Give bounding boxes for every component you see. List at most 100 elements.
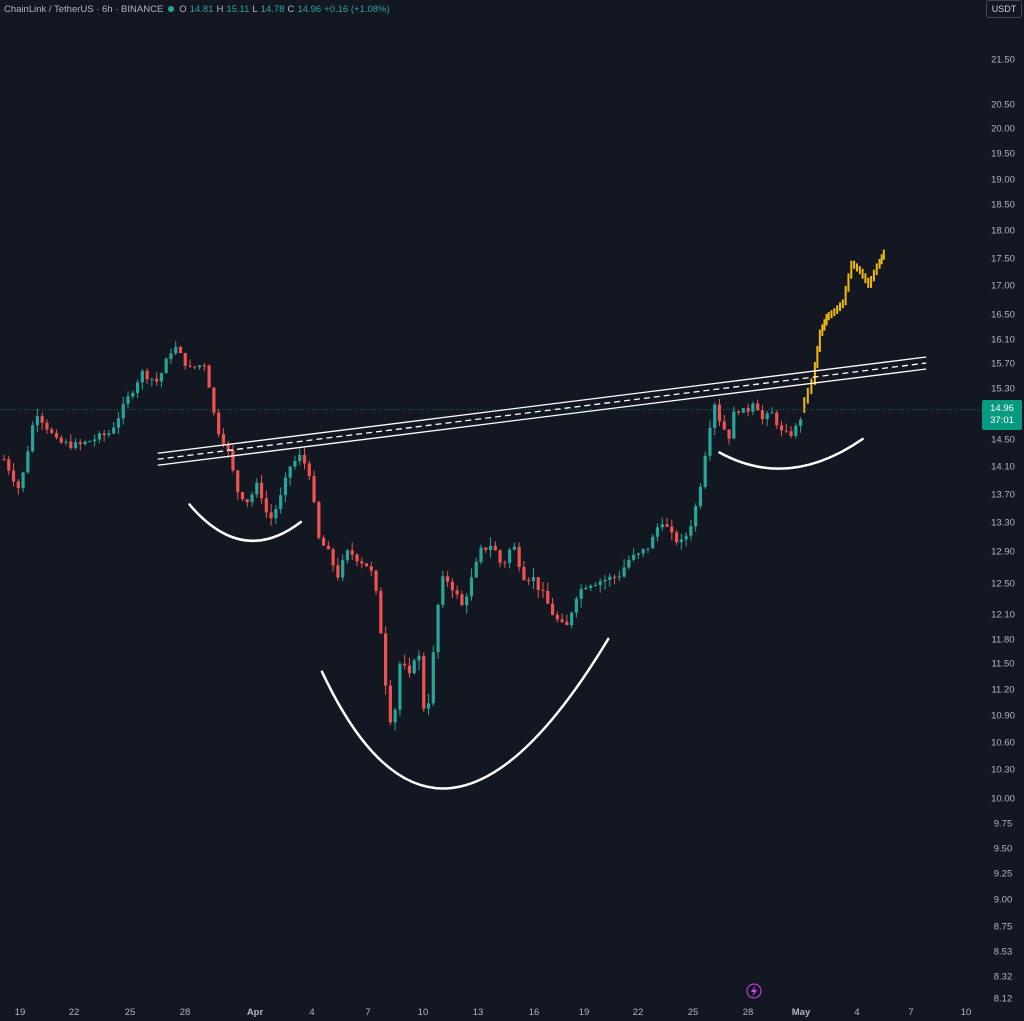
candle-body xyxy=(302,454,307,464)
candle-body xyxy=(93,439,97,442)
candle-body xyxy=(655,527,660,537)
candle-body xyxy=(784,430,788,432)
candle-body xyxy=(517,546,521,567)
candle-body xyxy=(384,633,388,686)
x-tick-label: 13 xyxy=(473,1007,484,1018)
candle-body xyxy=(674,532,679,543)
candle-body xyxy=(775,412,779,426)
candle-body xyxy=(484,547,488,550)
y-tick-label: 20.50 xyxy=(991,100,1015,111)
y-tick-label: 11.50 xyxy=(991,659,1014,670)
x-tick-label: 25 xyxy=(125,1007,136,1018)
candle-body xyxy=(54,432,59,438)
pattern-arc xyxy=(320,637,610,790)
y-tick-label: 8.75 xyxy=(994,922,1013,933)
candle-body xyxy=(364,563,369,567)
candle-body xyxy=(651,536,655,549)
low-value: 14.78 xyxy=(260,3,285,15)
candle-body xyxy=(694,506,698,527)
x-tick-label: 7 xyxy=(365,1007,370,1018)
candle-body xyxy=(646,548,650,550)
y-tick-label: 11.80 xyxy=(991,635,1014,646)
candle-body xyxy=(202,365,206,367)
candle-body xyxy=(50,429,54,433)
candle-body xyxy=(751,403,755,412)
candle-body xyxy=(498,550,502,563)
candle-body xyxy=(307,463,311,477)
candle-body xyxy=(550,603,555,615)
candle-body xyxy=(412,660,416,674)
candle-body xyxy=(670,526,674,533)
y-tick-label: 18.50 xyxy=(991,200,1015,211)
candle-body xyxy=(374,570,378,591)
candle-body xyxy=(717,404,722,422)
y-tick-label: 20.00 xyxy=(991,124,1015,135)
y-tick-label: 13.70 xyxy=(991,490,1015,501)
candle-body xyxy=(279,495,283,510)
low-label: L xyxy=(252,3,258,15)
x-tick-label: 22 xyxy=(69,1007,80,1018)
candle-body xyxy=(641,549,645,554)
candle-body xyxy=(331,549,335,566)
candle-body xyxy=(2,459,6,461)
x-tick-label: Apr xyxy=(247,1007,264,1018)
y-tick-label: 12.10 xyxy=(991,610,1015,621)
y-tick-label: 8.32 xyxy=(994,972,1013,983)
y-tick-label: 14.10 xyxy=(991,462,1015,473)
candle-body xyxy=(660,524,664,528)
candle-body xyxy=(288,466,292,478)
candle-body xyxy=(541,589,545,591)
candle-body xyxy=(264,498,268,513)
candle-body xyxy=(608,576,612,580)
candle-body xyxy=(321,537,326,546)
candle-body xyxy=(708,427,712,456)
candle-body xyxy=(746,408,750,412)
candle-body xyxy=(355,554,359,562)
candle-body xyxy=(259,482,264,499)
candle-body xyxy=(684,535,688,540)
candle-body xyxy=(83,441,87,445)
candle-body xyxy=(317,502,321,538)
candle-body xyxy=(770,412,774,414)
candle-body xyxy=(403,663,407,666)
y-tick-label: 17.50 xyxy=(991,254,1015,265)
candle-body xyxy=(741,408,745,413)
candle-body xyxy=(722,421,726,430)
candle-body xyxy=(217,412,221,435)
candle-body xyxy=(622,567,626,577)
candle-body xyxy=(584,587,588,590)
candle-body xyxy=(798,419,803,426)
candle-body xyxy=(274,509,278,519)
y-tick-label: 18.00 xyxy=(991,226,1015,237)
last-price-value: 14.96 xyxy=(990,403,1014,414)
x-tick-label: 16 xyxy=(529,1007,540,1018)
candle-body xyxy=(488,545,493,550)
candle-body xyxy=(283,477,288,496)
candle-body xyxy=(255,482,259,495)
candle-body xyxy=(565,621,569,626)
candle-body xyxy=(197,365,202,368)
candle-body xyxy=(345,550,350,561)
candle-body xyxy=(312,476,316,503)
time-axis: 19 22 25 28 Apr 4 7 10 13 16 19 22 25 28 May 4 7 10 xyxy=(15,1007,972,1018)
candle-body xyxy=(45,422,49,430)
candle-body xyxy=(779,425,784,431)
candle-body xyxy=(59,437,63,443)
neckline-upper xyxy=(157,356,927,454)
candle-body xyxy=(455,590,459,595)
candle-body xyxy=(636,553,641,555)
candle-body xyxy=(16,481,20,489)
candle-body xyxy=(150,378,154,380)
x-tick-label: 10 xyxy=(961,1007,972,1018)
currency-button[interactable]: USDT xyxy=(986,0,1022,18)
candle-body xyxy=(469,577,474,597)
candle-body xyxy=(231,450,235,471)
candle-body xyxy=(555,614,559,620)
y-tick-label: 12.50 xyxy=(991,579,1015,590)
candle-body xyxy=(35,416,39,426)
y-tick-label: 10.90 xyxy=(991,711,1015,722)
close-label: C xyxy=(287,3,295,15)
candle-body xyxy=(679,539,683,543)
price-axis: 21.50 20.50 20.00 19.50 19.00 18.50 18.00 17.50… xyxy=(991,55,1015,1005)
